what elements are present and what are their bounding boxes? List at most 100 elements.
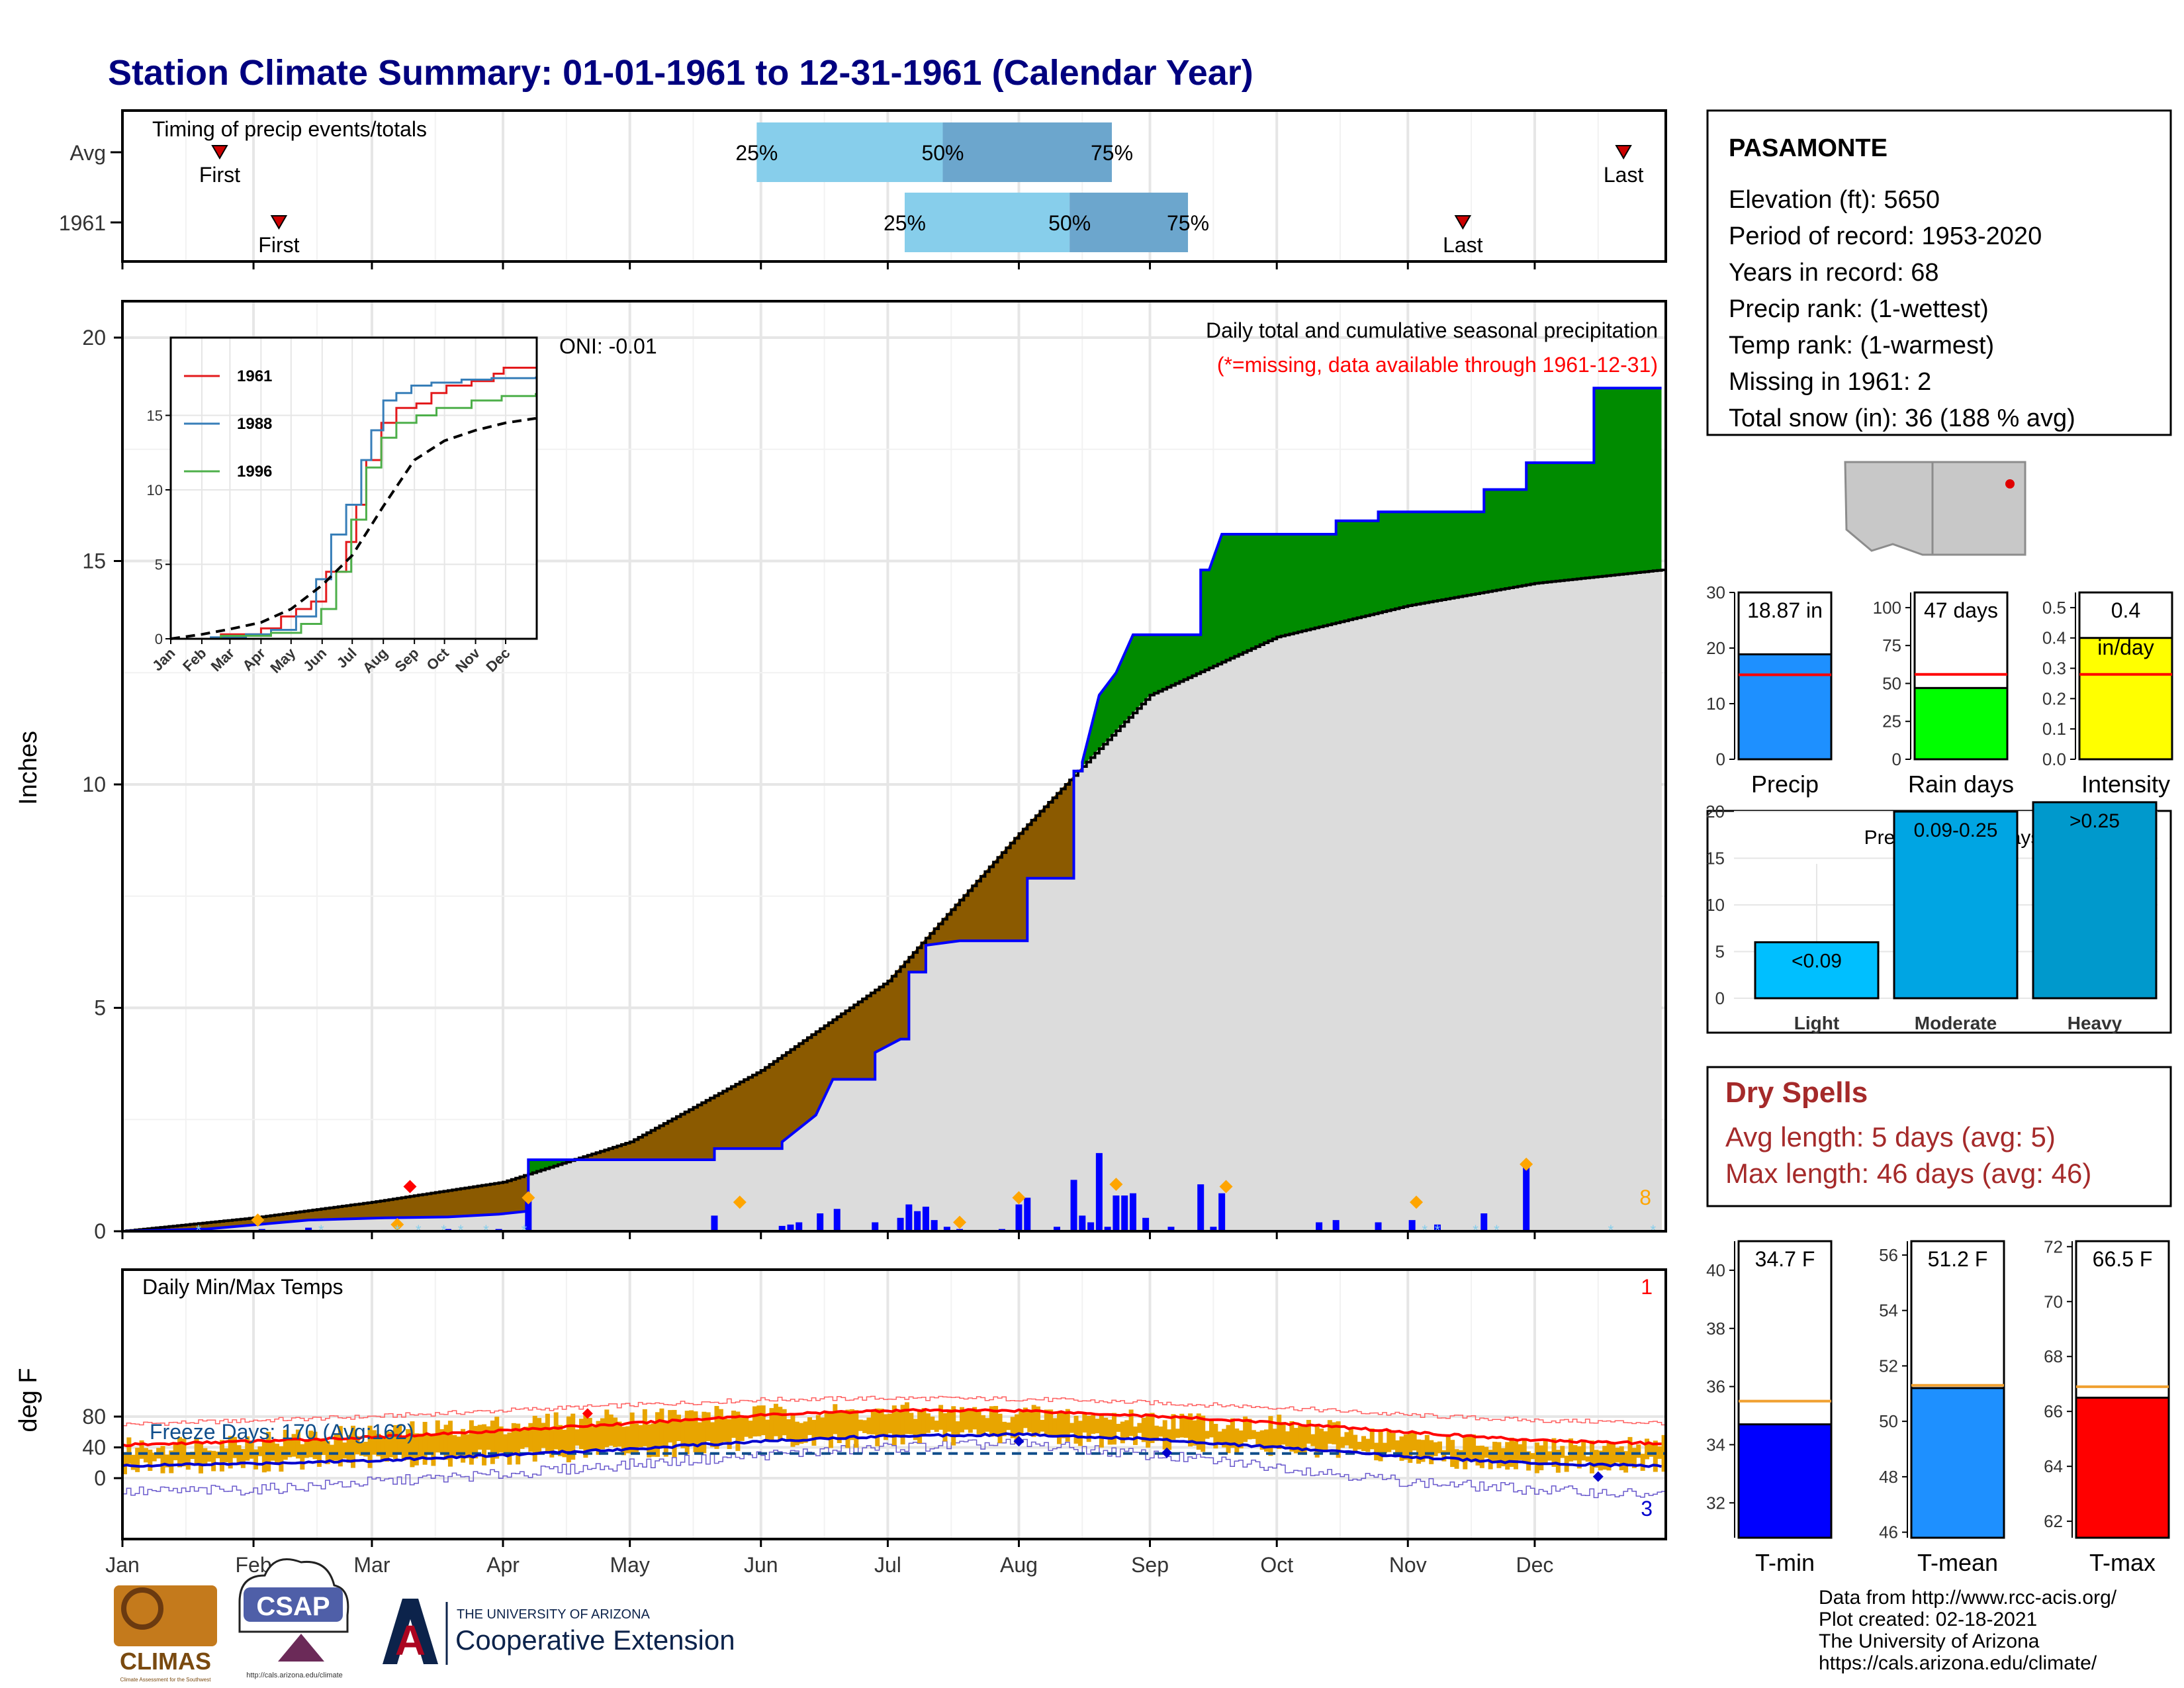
daily-temp-range xyxy=(1179,1413,1185,1438)
temp-record-max-line xyxy=(122,1395,1666,1427)
timing-last-label: Last xyxy=(1604,163,1644,187)
daily-precip-bar xyxy=(931,1220,938,1231)
precip-event-marker xyxy=(1012,1191,1026,1205)
daily-precip-bar xyxy=(1070,1180,1077,1231)
precip-missing-marker xyxy=(403,1180,417,1194)
daily-temp-range xyxy=(1188,1413,1193,1447)
daily-temp-range xyxy=(1598,1450,1603,1471)
daily-temp-range xyxy=(1162,1420,1167,1450)
daily-temp-range xyxy=(135,1448,140,1472)
daily-temp-range xyxy=(498,1426,504,1453)
daily-precip-bar xyxy=(1523,1166,1530,1231)
daily-temp-range xyxy=(1116,1423,1121,1432)
daily-temp-range xyxy=(1374,1442,1379,1461)
events-bar-label: <0.09 xyxy=(1792,950,1842,972)
daily-temp-range xyxy=(439,1429,445,1453)
mini-chart-y-tick-label: 36 xyxy=(1706,1377,1725,1397)
daily-temp-range xyxy=(253,1449,259,1470)
climas-logo: CLIMAS Climate Assessment for the Southw… xyxy=(114,1585,217,1683)
temp-normal-min-line xyxy=(122,1432,1662,1468)
daily-temp-range xyxy=(946,1409,952,1432)
station-lines: Elevation (ft): 5650 Period of record: 19… xyxy=(1729,186,2075,432)
daily-temp-range xyxy=(1631,1448,1637,1468)
mini-chart-value-bar xyxy=(1737,653,1833,761)
daily-temp-range xyxy=(1107,1419,1113,1445)
month-axis: Jan Feb Mar Apr May Jun Jul Aug Sep Oct Nov Dec xyxy=(105,1539,1553,1577)
daily-temp-range xyxy=(503,1434,508,1454)
daily-temp-range xyxy=(854,1410,859,1448)
daily-temp-range xyxy=(1496,1442,1502,1468)
daily-temp-range xyxy=(960,1407,965,1432)
daily-temp-range xyxy=(1547,1451,1553,1461)
daily-temp-range xyxy=(1399,1436,1404,1461)
month-label: Mar xyxy=(353,1553,390,1577)
daily-precip-bar xyxy=(1053,1227,1060,1231)
daily-temp-range xyxy=(367,1425,373,1468)
mini-chart-t-max: 62 64 66 68 70 72 66.5 F T-max xyxy=(2044,1237,2170,1576)
daily-temp-range xyxy=(490,1421,495,1464)
daily-temp-range xyxy=(647,1424,652,1458)
daily-temp-range xyxy=(473,1426,478,1459)
daily-temp-range xyxy=(592,1427,597,1450)
daily-precip-bar xyxy=(922,1206,929,1231)
daily-temp-range xyxy=(803,1421,808,1443)
daily-temp-range xyxy=(773,1403,778,1436)
daily-temp-range xyxy=(769,1408,774,1440)
daily-temp-range xyxy=(1171,1414,1176,1440)
daily-precip-bar xyxy=(1332,1220,1340,1231)
inset-legend-label: 1996 xyxy=(237,463,272,481)
daily-temp-range xyxy=(283,1430,288,1460)
mini-chart-y-tick-label: 54 xyxy=(1879,1301,1898,1321)
daily-temp-range xyxy=(887,1413,893,1434)
daily-temp-range xyxy=(477,1425,482,1450)
timing-q75-label: 75% xyxy=(1167,211,1209,235)
timing-last-label: Last xyxy=(1443,233,1483,257)
daily-temp-range xyxy=(1268,1416,1273,1456)
daily-temp-range xyxy=(1183,1416,1189,1438)
daily-temp-range xyxy=(1213,1423,1218,1449)
daily-temp-range xyxy=(870,1409,876,1434)
precip-y-tick-label: 0 xyxy=(94,1219,106,1243)
daily-temp-range xyxy=(913,1419,918,1440)
daily-temp-range xyxy=(545,1413,550,1453)
temp-record-marker xyxy=(1161,1447,1173,1458)
daily-temp-range xyxy=(608,1414,614,1446)
daily-temp-range xyxy=(884,1414,889,1440)
daily-temp-range xyxy=(1298,1425,1303,1454)
daily-temp-range xyxy=(203,1448,208,1466)
daily-temp-range xyxy=(380,1436,385,1460)
daily-temp-range xyxy=(786,1419,792,1440)
daily-temp-range xyxy=(194,1438,199,1465)
daily-temp-range xyxy=(934,1421,939,1432)
daily-precip-bar xyxy=(796,1222,803,1231)
mini-chart-t-min: 32 34 36 38 40 34.7 F T-min xyxy=(1706,1240,1833,1576)
precip-event-marker xyxy=(390,1217,404,1231)
daily-temp-range xyxy=(574,1429,580,1446)
locator-map xyxy=(1844,461,2026,556)
mini-chart-y-tick-label: 64 xyxy=(2044,1456,2063,1476)
daily-temp-range xyxy=(291,1434,296,1457)
daily-temp-range xyxy=(126,1437,132,1464)
daily-precip-bar xyxy=(1408,1220,1416,1231)
daily-temp-range xyxy=(342,1442,347,1459)
daily-temp-range xyxy=(638,1425,643,1448)
daily-precip-bar xyxy=(1167,1227,1175,1231)
daily-temp-range xyxy=(828,1413,833,1448)
daily-precip-bar xyxy=(1121,1196,1128,1231)
mini-chart-value-label: 51.2 F xyxy=(1928,1247,1988,1271)
daily-temp-range xyxy=(1099,1414,1104,1448)
mini-chart-rain-days: 0 25 50 75 100 47 days Rain days xyxy=(1873,591,2014,798)
mini-chart-y-tick-label: 75 xyxy=(1882,635,1901,655)
inset-y-tick-label: 5 xyxy=(155,557,163,573)
daily-temp-range xyxy=(452,1434,457,1456)
month-label: Aug xyxy=(1000,1553,1038,1577)
daily-temp-range xyxy=(891,1405,897,1446)
dry-spells-max: Max length: 46 days (avg: 46) xyxy=(1725,1158,2091,1189)
temp-y-axis: 0 40 80 xyxy=(82,1405,122,1490)
ua-logo: A THE UNIVERSITY OF ARIZONA Cooperative … xyxy=(383,1599,735,1665)
daily-precip-bar xyxy=(1433,1224,1441,1231)
daily-temp-range xyxy=(1048,1409,1054,1436)
events-category-label: Light xyxy=(1794,1013,1839,1033)
temp-lo-count: 3 xyxy=(1641,1497,1653,1521)
mini-chart-category-label: T-mean xyxy=(1917,1549,1998,1576)
